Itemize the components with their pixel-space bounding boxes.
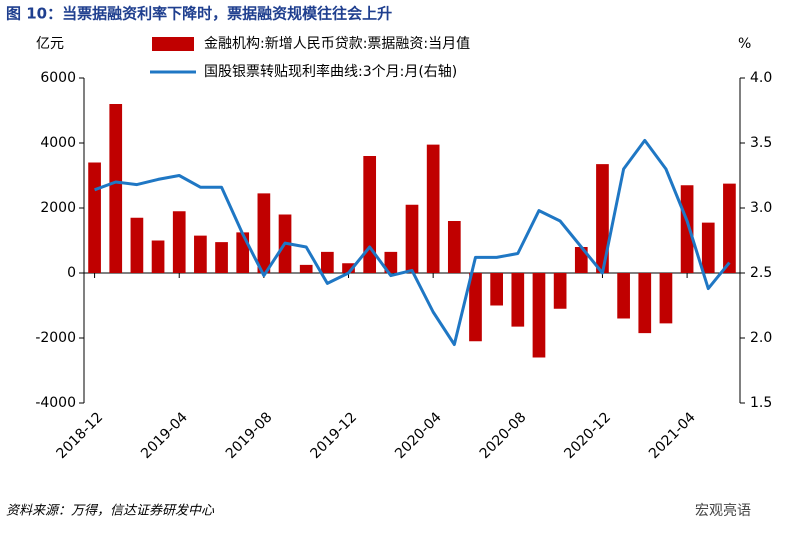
x-tick-label: 2020-04 — [392, 409, 445, 462]
bar — [638, 273, 652, 334]
y2-tick-label: 2.0 — [750, 330, 772, 346]
y-tick-label: -4000 — [35, 395, 76, 411]
bar — [151, 240, 165, 273]
bar — [236, 232, 250, 273]
bar — [321, 251, 334, 273]
bar — [532, 273, 546, 358]
bar — [701, 222, 715, 273]
legend-label: 国股银票转贴现利率曲线:3个月:月(右轴) — [204, 63, 457, 80]
bar — [130, 217, 144, 273]
bar — [384, 251, 398, 273]
source: 资料来源：万得，信达证券研发中心 — [6, 504, 215, 519]
bar — [723, 183, 736, 273]
y-axis-label: 亿元 — [36, 36, 64, 52]
bar — [617, 273, 630, 319]
bar — [88, 162, 101, 273]
y2-tick-label: 3.0 — [750, 200, 772, 216]
y2-tick-label: 3.5 — [750, 135, 772, 151]
bar — [659, 273, 673, 324]
y-tick-label: -2000 — [35, 330, 76, 346]
bar — [215, 242, 228, 273]
x-tick-label: 2020-12 — [561, 409, 614, 462]
x-tick-label: 2018-12 — [54, 409, 107, 462]
y2-tick-label: 1.5 — [750, 395, 772, 411]
bar — [342, 263, 355, 273]
y2-tick-label: 2.5 — [750, 265, 772, 281]
bar — [490, 273, 503, 306]
y2-axis-label: % — [738, 36, 751, 52]
watermark: 宏观亮语 — [695, 502, 751, 519]
bar — [405, 204, 419, 273]
line — [94, 138, 731, 346]
y2-tick-label: 4.0 — [750, 70, 772, 86]
bar — [426, 144, 440, 273]
x-tick-label: 2019-04 — [138, 409, 191, 462]
bar — [596, 164, 609, 273]
bar — [299, 264, 313, 273]
bar — [257, 193, 271, 273]
bar — [194, 235, 207, 273]
chart-title: 图 10：当票据融资利率下降时，票据融资规模往往会上升 — [6, 5, 392, 23]
bar — [109, 104, 123, 273]
bar — [172, 211, 186, 273]
bar — [363, 156, 377, 273]
bar — [680, 185, 694, 273]
bar — [553, 273, 567, 309]
y-tick-label: 6000 — [40, 70, 76, 86]
x-tick-label: 2019-12 — [307, 409, 360, 462]
bar — [511, 273, 525, 327]
legend-label: 金融机构:新增人民币贷款:票据融资:当月值 — [204, 36, 470, 52]
y-tick-label: 0 — [67, 265, 76, 281]
x-tick-label: 2019-08 — [223, 409, 276, 462]
x-tick-label: 2020-08 — [477, 409, 530, 462]
bar — [469, 273, 482, 342]
bar — [574, 247, 588, 273]
bar — [447, 221, 461, 273]
x-tick-label: 2021-04 — [646, 409, 699, 462]
y-tick-label: 2000 — [40, 200, 76, 216]
y-tick-label: 4000 — [40, 135, 76, 151]
legend-swatch — [152, 37, 194, 51]
